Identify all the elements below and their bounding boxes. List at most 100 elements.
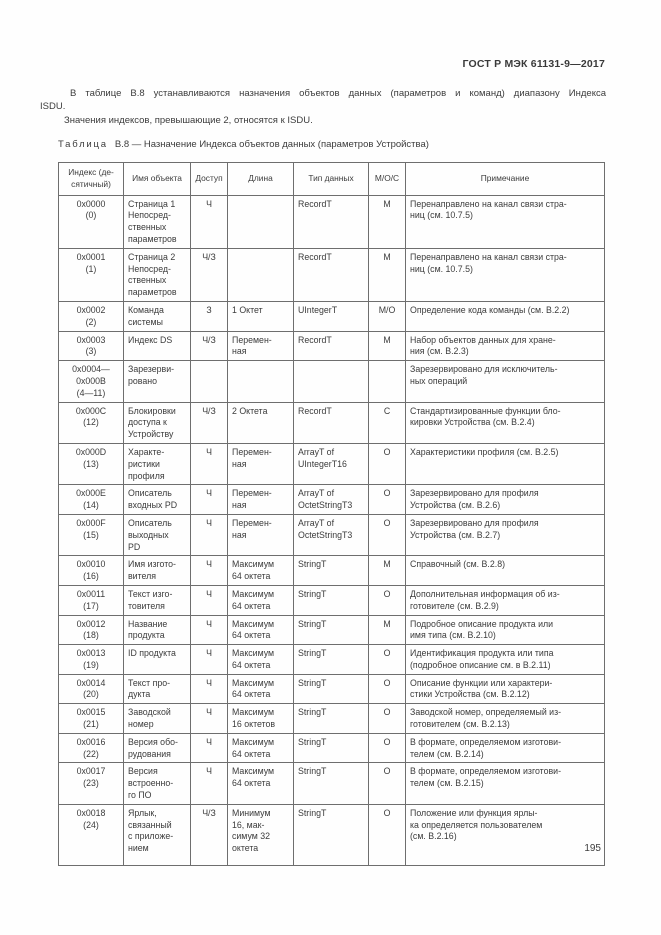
cell-data-type: StringT: [293, 803, 369, 867]
cell-access: Ч: [190, 484, 228, 515]
table-body: 0x0000 (0) Страница 1 Непосред- ственных…: [58, 194, 605, 867]
cell-object-name: Версия встроенно- го ПО: [123, 762, 191, 805]
cell-index: 0x0002 (2): [58, 300, 124, 332]
cell-data-type: StringT: [293, 732, 369, 764]
cell-object-name: Характе- ристики профиля: [123, 442, 191, 486]
cell-data-type: StringT: [293, 555, 369, 586]
table-row: 0x0017 (23) Версия встроенно- го ПО Ч Ма…: [58, 762, 605, 805]
cell-index: 0x0001 (1): [58, 247, 124, 302]
cell-note: Перенаправлено на канал связи стра- ниц …: [405, 194, 605, 249]
cell-index: 0x0018 (24): [58, 803, 124, 867]
cell-moc: О: [368, 484, 406, 515]
table-row: 0x0014 (20) Текст про- дукта Ч Максимум …: [58, 673, 605, 705]
cell-note: Характеристики профиля (см. В.2.5): [405, 442, 605, 486]
cell-object-name: Блокировки доступа к Устройству: [123, 401, 191, 444]
column-header: Длина: [227, 162, 294, 196]
cell-moc: М: [368, 247, 406, 302]
cell-index: 0x0011 (17): [58, 584, 124, 616]
cell-object-name: Название продукта: [123, 614, 191, 646]
table-row: 0x000D (13) Характе- ристики профиля Ч П…: [58, 442, 605, 486]
running-header: ГОСТ Р МЭК 61131-9—2017: [462, 58, 605, 70]
cell-access: Ч: [190, 644, 228, 675]
cell-object-name: Ярлык, связанный с приложе- нием: [123, 803, 191, 867]
cell-object-name: Индекс DS: [123, 330, 191, 362]
table-row: 0x0000 (0) Страница 1 Непосред- ственных…: [58, 194, 605, 249]
cell-object-name: ID продукта: [123, 644, 191, 675]
cell-access: З: [190, 300, 228, 332]
cell-moc: М: [368, 614, 406, 646]
cell-data-type: [293, 360, 369, 403]
cell-moc: [368, 360, 406, 403]
cell-note: В формате, определяемом изготови- телем …: [405, 732, 605, 764]
table-row: 0x0018 (24) Ярлык, связанный с приложе- …: [58, 803, 605, 867]
cell-object-name: Описатель входных PD: [123, 484, 191, 515]
cell-object-name: Заводской номер: [123, 703, 191, 734]
cell-data-type: RecordT: [293, 194, 369, 249]
intro-paragraph-1-line-2: ISDU.: [40, 101, 66, 113]
cell-access: Ч: [190, 194, 228, 249]
cell-object-name: Имя изгото- вителя: [123, 555, 191, 586]
cell-moc: О: [368, 442, 406, 486]
cell-index: 0x000D (13): [58, 442, 124, 486]
cell-index: 0x0012 (18): [58, 614, 124, 646]
cell-length: Максимум 64 октета: [227, 762, 294, 805]
cell-access: Ч: [190, 673, 228, 705]
cell-index: 0x000F (15): [58, 513, 124, 557]
cell-moc: О: [368, 673, 406, 705]
cell-note: Идентификация продукта или типа (подробн…: [405, 644, 605, 675]
cell-length: Перемен- ная: [227, 513, 294, 557]
cell-moc: О: [368, 644, 406, 675]
cell-data-type: RecordT: [293, 401, 369, 444]
cell-index: 0x0000 (0): [58, 194, 124, 249]
cell-access: Ч/З: [190, 803, 228, 867]
cell-moc: М: [368, 555, 406, 586]
cell-length: [227, 247, 294, 302]
table-row: 0x000F (15) Описатель выходных PD Ч Пере…: [58, 513, 605, 557]
column-header: Имя объекта: [123, 162, 191, 196]
cell-object-name: Страница 1 Непосред- ственных параметров: [123, 194, 191, 249]
cell-length: Максимум 64 октета: [227, 584, 294, 616]
cell-moc: М/О: [368, 300, 406, 332]
table-row: 0x0001 (1) Страница 2 Непосред- ственных…: [58, 247, 605, 302]
cell-object-name: Страница 2 Непосред- ственных параметров: [123, 247, 191, 302]
cell-access: Ч: [190, 555, 228, 586]
cell-note: Заводской номер, определяемый из- готови…: [405, 703, 605, 734]
cell-length: Перемен- ная: [227, 330, 294, 362]
table-caption-text: В.8 — Назначение Индекса объектов данных…: [114, 139, 429, 150]
cell-note: В формате, определяемом изготови- телем …: [405, 762, 605, 805]
cell-access: Ч: [190, 732, 228, 764]
cell-note: Стандартизированные функции бло- кировки…: [405, 401, 605, 444]
cell-index: 0x0014 (20): [58, 673, 124, 705]
cell-data-type: StringT: [293, 614, 369, 646]
cell-object-name: Команда системы: [123, 300, 191, 332]
cell-length: Минимум 16, мак- симум 32 октета: [227, 803, 294, 867]
cell-data-type: ArrayT of OctetStringT3: [293, 513, 369, 557]
table-header-row: Индекс (де- сятичный) Имя объекта Доступ…: [58, 162, 605, 196]
cell-moc: О: [368, 513, 406, 557]
cell-index: 0x000E (14): [58, 484, 124, 515]
cell-note: Подробное описание продукта или имя типа…: [405, 614, 605, 646]
cell-moc: О: [368, 703, 406, 734]
cell-access: Ч: [190, 703, 228, 734]
cell-access: Ч: [190, 442, 228, 486]
cell-index: 0x0017 (23): [58, 762, 124, 805]
cell-access: Ч: [190, 614, 228, 646]
column-header: М/О/С: [368, 162, 406, 196]
cell-note: Зарезервировано для профиля Устройства (…: [405, 513, 605, 557]
column-header: Примечание: [405, 162, 605, 196]
cell-moc: О: [368, 584, 406, 616]
table-row: 0x000C (12) Блокировки доступа к Устройс…: [58, 401, 605, 444]
table-row: 0x0016 (22) Версия обо- рудования Ч Макс…: [58, 732, 605, 764]
cell-index: 0x0016 (22): [58, 732, 124, 764]
cell-length: Максимум 64 октета: [227, 673, 294, 705]
cell-object-name: Описатель выходных PD: [123, 513, 191, 557]
cell-data-type: StringT: [293, 584, 369, 616]
table-row: 0x000E (14) Описатель входных PD Ч Перем…: [58, 484, 605, 515]
cell-index: 0x0010 (16): [58, 555, 124, 586]
cell-note: Описание функции или характери- стики Ус…: [405, 673, 605, 705]
cell-object-name: Текст про- дукта: [123, 673, 191, 705]
cell-data-type: UIntegerT: [293, 300, 369, 332]
cell-length: Максимум 64 октета: [227, 614, 294, 646]
table-row: 0x0010 (16) Имя изгото- вителя Ч Максиму…: [58, 555, 605, 586]
cell-index: 0x000C (12): [58, 401, 124, 444]
